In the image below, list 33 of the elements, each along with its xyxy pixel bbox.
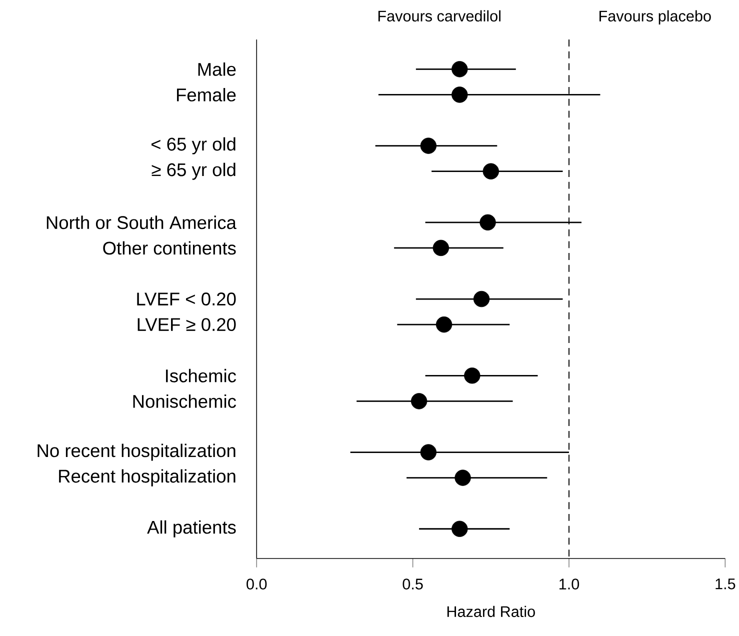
text: Favours carvedilol xyxy=(378,10,500,22)
point xyxy=(452,61,468,78)
point xyxy=(452,86,468,104)
x-tick-label: 1.5 xyxy=(716,578,736,590)
y-tick-label: Other continents xyxy=(103,241,236,255)
x-tick-label: 0.5 xyxy=(402,578,423,590)
y-tick-label: LVEF ≥ 0.20 xyxy=(138,318,236,332)
point xyxy=(482,163,500,180)
y-tick-label: All patients xyxy=(147,520,236,538)
y-tick-label: < 65 yr old xyxy=(151,137,236,155)
point xyxy=(454,470,471,486)
y-tick-label: ≥ 65 yr old xyxy=(152,163,236,180)
text: Favours placebo xyxy=(600,10,711,25)
point xyxy=(420,444,437,461)
y-tick-label: Nonischemic xyxy=(133,394,236,408)
point xyxy=(480,214,496,231)
point xyxy=(420,138,437,154)
y-tick-label: Ischemic xyxy=(166,369,236,383)
point xyxy=(452,520,468,538)
y-tick-label: Male xyxy=(198,62,236,76)
x-tick-label: 1.0 xyxy=(560,578,580,590)
y-tick-label: North or South America xyxy=(46,216,236,230)
y-tick-label: LVEF < 0.20 xyxy=(137,292,236,306)
y-tick-label: No recent hospitalization xyxy=(38,444,236,461)
point xyxy=(464,368,480,384)
x-tick-label: 0.0 xyxy=(246,578,267,590)
point xyxy=(436,316,452,333)
y-tick-label: Recent hospitalization xyxy=(59,469,236,487)
point xyxy=(432,240,450,256)
x-axis-title: Hazard Ratio xyxy=(447,606,535,618)
point xyxy=(410,393,428,410)
y-tick-label: Female xyxy=(177,88,236,102)
point xyxy=(473,291,490,308)
